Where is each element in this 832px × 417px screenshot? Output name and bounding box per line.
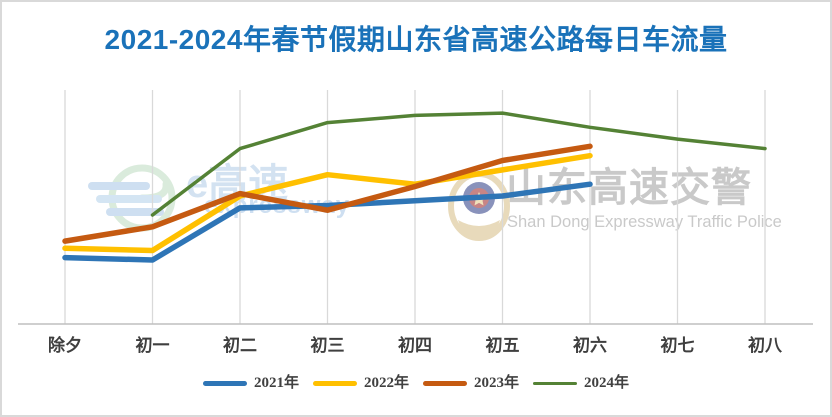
x-axis-label: 初四	[398, 336, 432, 355]
legend-item-2024: 2024年	[533, 376, 629, 391]
legend-label-2023: 2023年	[474, 375, 520, 391]
x-axis-label: 初八	[748, 336, 782, 355]
x-axis-label: 除夕	[48, 336, 82, 355]
legend-label-2021: 2021年	[253, 375, 299, 391]
legend-swatch-2022	[312, 380, 357, 387]
watermark-traffic-police: 山东高速交警 Shan Dong Expressway Traffic Poli…	[448, 168, 782, 248]
legend-label-2022: 2022年	[363, 375, 409, 391]
legend-swatch-2021	[202, 380, 247, 387]
watermark-police-en: Shan Dong Expressway Traffic Police	[507, 213, 782, 231]
x-axis-label: 初三	[310, 336, 345, 355]
legend-item-2021: 2021年	[202, 375, 299, 391]
x-axis-label: 初二	[223, 336, 257, 355]
x-axis-label: 初七	[660, 336, 695, 355]
police-badge-icon	[448, 171, 510, 241]
chart-title: 2021-2024年春节假期山东省高速公路每日车流量	[104, 24, 728, 55]
legend-item-2023: 2023年	[423, 376, 519, 391]
x-axis-label: 初五	[485, 336, 520, 355]
legend-item-2022: 2022年	[312, 375, 409, 391]
legend-label-2024: 2024年	[584, 375, 630, 391]
x-axis-label: 初一	[135, 336, 170, 355]
legend-swatch-2023	[423, 380, 467, 387]
x-axis-label: 初六	[573, 336, 607, 355]
chart-legend: 2021年 2022年 2023年 2024年	[2, 376, 830, 391]
legend-swatch-2024	[533, 381, 578, 386]
